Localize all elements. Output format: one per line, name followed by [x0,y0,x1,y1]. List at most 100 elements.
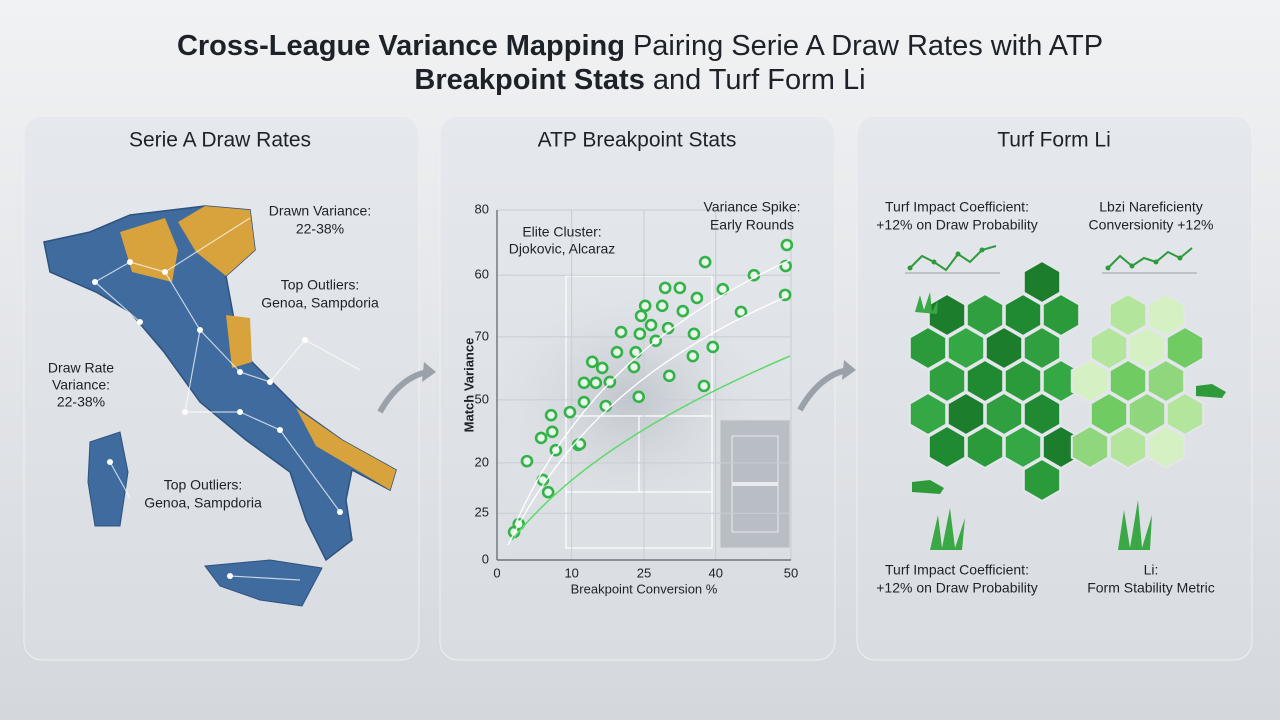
data-point [638,299,652,313]
data-point [595,361,609,375]
annotation: Early Rounds [710,217,794,233]
data-point [658,281,672,295]
note: 22-38% [57,394,105,410]
hexagon [1070,358,1110,404]
hexagon [984,391,1024,437]
hexagon [1108,358,1148,404]
note: Variance: [52,377,110,393]
data-point [610,345,624,359]
y-tick-label: 0 [482,551,489,566]
court-mini [719,419,791,549]
hexagon [1127,391,1167,437]
hexagon [965,292,1005,338]
data-point [633,327,647,341]
data-point [697,379,711,393]
network-nodes [92,259,343,579]
y-tick-label: 80 [475,201,489,216]
data-point [690,291,704,305]
hexagon [1003,358,1043,404]
data-point [614,325,628,339]
hexagon [1022,391,1062,437]
hexagon [1089,391,1129,437]
note: Lbzi Nareficienty [1099,199,1203,215]
hex-grid [908,259,1205,503]
hexagon [1022,325,1062,371]
hexagon [965,424,1005,470]
note: Form Stability Metric [1087,580,1215,596]
data-point [599,399,613,413]
note: Turf Impact Coefficient: [885,199,1029,215]
boot-icon [1196,384,1226,398]
note: +12% on Draw Probability [876,580,1037,596]
region-highlight [226,315,252,368]
data-point [687,327,701,341]
hexagon [965,358,1005,404]
title-text: and Turf Form Li [653,64,866,96]
trend-line [511,355,791,541]
data-point [577,395,591,409]
x-tick-label: 25 [637,565,651,580]
title-text: Pairing Serie A Draw Rates with ATP [633,30,1103,62]
hexagon [1108,424,1148,470]
grass-icon [915,292,1152,550]
title-line-1: Cross-League Variance Mapping Pairing Ser… [177,30,1103,62]
hexagon [1041,292,1081,338]
data-point [627,360,641,374]
data-point [706,340,720,354]
note: Top Outliers: [281,277,360,293]
annotation: Djokovic, Alcaraz [509,241,616,257]
y-axis-label: Match Variance [461,338,476,433]
hexagon [927,424,967,470]
hexagon [1127,325,1167,371]
x-tick-label: 40 [709,565,723,580]
hexagon [1165,325,1205,371]
y-tick-label: 20 [475,454,489,469]
hexagon [1146,424,1186,470]
region-highlight [178,206,255,276]
data-point [585,355,599,369]
data-point [634,309,648,323]
panel-title: Serie A Draw Rates [129,129,311,152]
data-point [734,305,748,319]
boot-icon [912,480,944,494]
hexagon [1108,292,1148,338]
y-tick-label: 50 [475,391,489,406]
note: Genoa, Sampdoria [261,295,379,311]
region-highlight [120,218,178,282]
hexagon [946,325,986,371]
hexagon [1070,424,1110,470]
x-tick-label: 50 [784,565,798,580]
data-point [541,485,555,499]
note: Genoa, Sampdoria [144,495,262,511]
region-highlight [296,408,396,490]
data-point [662,369,676,383]
hexagon [908,325,948,371]
hexagon [1146,292,1186,338]
y-tick-label: 25 [475,505,489,520]
hexagon [1003,292,1043,338]
hexagon [946,391,986,437]
data-point [545,425,559,439]
data-point [778,288,792,302]
data-point [544,408,558,422]
island [87,431,129,527]
note: Draw Rate [48,360,114,376]
note: +12% on Draw Probability [876,217,1037,233]
note: Top Outliers: [164,477,243,493]
data-point [573,437,587,451]
italy-map [43,205,397,607]
title-line-2: Breakpoint Stats and Turf Form Li [414,64,865,96]
data-point [589,376,603,390]
y-tick-label: 60 [475,267,489,282]
title-bold: Cross-League Variance Mapping [177,30,625,62]
data-point [676,304,690,318]
hexagon [1003,424,1043,470]
hexagon [908,391,948,437]
note: 22-38% [296,221,344,237]
hexagon [984,325,1024,371]
arrow-head [422,362,436,382]
arrow-head [842,360,856,380]
y-tick-label: 70 [475,328,489,343]
hexagon [927,358,967,404]
